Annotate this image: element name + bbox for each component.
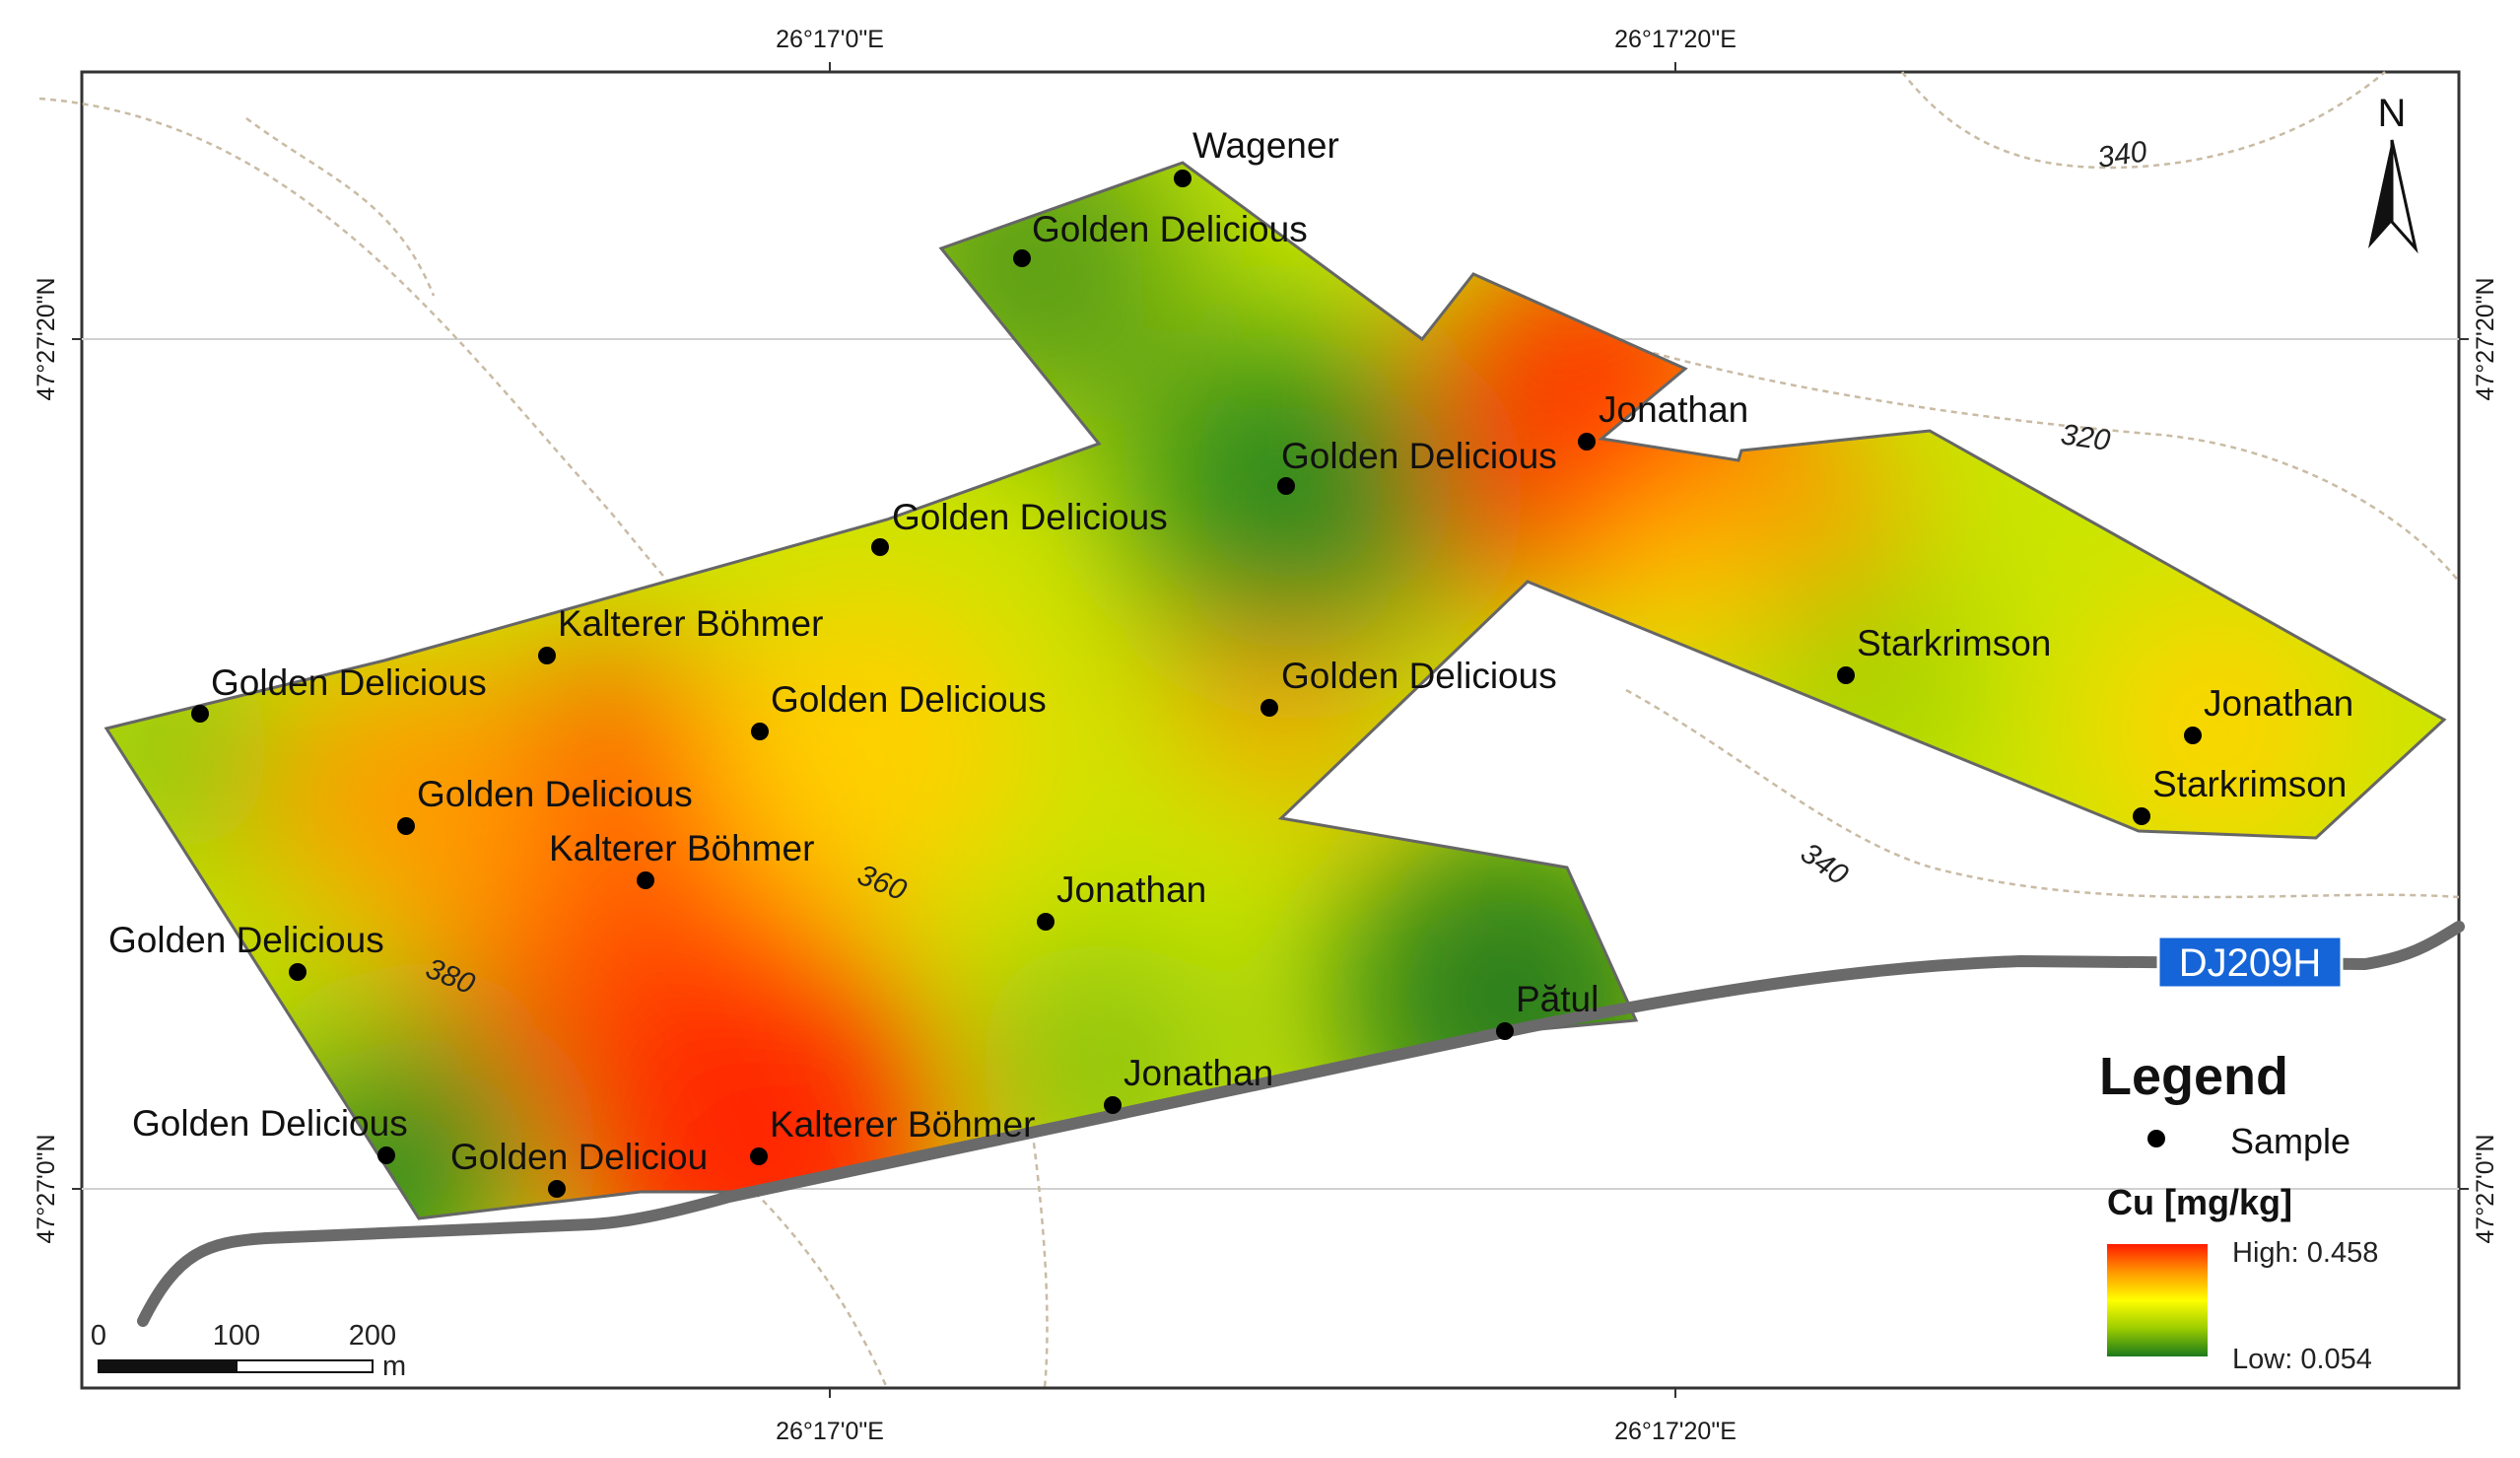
scale-bar: 0 100 200 m [91, 1320, 406, 1382]
sample-point[interactable]: Wagener [1174, 125, 1339, 187]
svg-text:Golden Deliciou: Golden Deliciou [450, 1137, 708, 1177]
svg-text:Pătul: Pătul [1516, 979, 1599, 1019]
svg-text:47°27'20"N: 47°27'20"N [33, 277, 60, 400]
sample-point[interactable]: Golden Delicious [751, 679, 1047, 740]
contour-label: 320 [2059, 418, 2112, 457]
sample-point[interactable]: Starkrimson [2133, 764, 2347, 825]
sample-point[interactable]: Golden Delicious [397, 774, 693, 835]
orchard-boundary [103, 161, 2447, 1220]
svg-text:Golden Delicious: Golden Delicious [892, 497, 1168, 537]
svg-text:Sample: Sample [2230, 1121, 2350, 1161]
sample-point[interactable]: Jonathan [1104, 1053, 1273, 1114]
sample-point[interactable]: Golden Delicious [108, 920, 384, 981]
svg-text:m: m [382, 1351, 406, 1382]
svg-text:Wagener: Wagener [1192, 125, 1339, 166]
svg-text:Kalterer Böhmer: Kalterer Böhmer [770, 1104, 1035, 1145]
sample-points: Wagener Golden Delicious Jonathan Golden… [108, 125, 2353, 1198]
sample-point[interactable]: Golden Delicious [1260, 656, 1557, 717]
svg-text:N: N [2378, 92, 2407, 135]
svg-text:Jonathan: Jonathan [2204, 683, 2353, 724]
sample-point[interactable]: Jonathan [1037, 869, 1206, 931]
north-arrow-icon: N [2368, 92, 2418, 254]
svg-text:26°17'0"E: 26°17'0"E [776, 26, 884, 53]
legend: Legend Sample Cu [mg/kg] High: 0.458 Low… [2099, 1047, 2378, 1375]
svg-text:Kalterer Böhmer: Kalterer Böhmer [549, 828, 814, 868]
svg-text:Golden Delicious: Golden Delicious [1281, 436, 1557, 476]
sample-point[interactable]: Jonathan [2184, 683, 2353, 744]
svg-text:Golden Delicious: Golden Delicious [1032, 209, 1308, 249]
road-dj209h [137, 921, 2465, 1327]
sample-point[interactable]: Starkrimson [1837, 623, 2051, 684]
sample-point[interactable]: Kalterer Böhmer [538, 603, 823, 664]
sample-point[interactable]: Golden Delicious [191, 662, 487, 723]
svg-text:26°17'20"E: 26°17'20"E [1614, 26, 1737, 53]
svg-text:47°27'0"N: 47°27'0"N [2472, 1134, 2499, 1243]
svg-text:Low: 0.054: Low: 0.054 [2232, 1344, 2372, 1375]
frame-ticks [72, 62, 2469, 1398]
svg-text:Jonathan: Jonathan [1124, 1053, 1273, 1093]
svg-text:Golden Delicious: Golden Delicious [211, 662, 487, 703]
svg-text:High: 0.458: High: 0.458 [2232, 1237, 2378, 1269]
svg-text:Kalterer Böhmer: Kalterer Böhmer [558, 603, 823, 644]
svg-text:Golden Delicious: Golden Delicious [771, 679, 1047, 720]
svg-text:Cu [mg/kg]: Cu [mg/kg] [2107, 1182, 2292, 1222]
svg-text:26°17'20"E: 26°17'20"E [1614, 1418, 1737, 1445]
svg-text:47°27'0"N: 47°27'0"N [33, 1134, 60, 1243]
svg-text:47°27'20"N: 47°27'20"N [2472, 277, 2499, 400]
sample-point[interactable]: Golden Delicious [1013, 209, 1308, 267]
svg-text:Golden Delicious: Golden Delicious [417, 774, 693, 814]
sample-point[interactable]: Golden Delicious [1277, 436, 1557, 495]
sample-point[interactable]: Pătul [1496, 979, 1599, 1040]
legend-color-ramp [2107, 1244, 2208, 1356]
svg-text:Starkrimson: Starkrimson [2152, 764, 2347, 804]
svg-text:Jonathan: Jonathan [1599, 389, 1748, 430]
road-badge: DJ209H [2156, 935, 2344, 990]
svg-text:Golden Delicious: Golden Delicious [108, 920, 384, 960]
sample-point[interactable]: Kalterer Böhmer [750, 1104, 1035, 1165]
svg-text:Golden Delicious: Golden Delicious [1281, 656, 1557, 696]
svg-text:DJ209H: DJ209H [2179, 941, 2322, 985]
svg-text:Starkrimson: Starkrimson [1857, 623, 2051, 663]
svg-text:100: 100 [213, 1320, 260, 1352]
svg-text:200: 200 [349, 1320, 396, 1352]
sample-point[interactable]: Golden Deliciou [450, 1137, 708, 1198]
svg-text:26°17'0"E: 26°17'0"E [776, 1418, 884, 1445]
svg-text:Jonathan: Jonathan [1056, 869, 1206, 910]
sample-point[interactable]: Jonathan [1578, 389, 1748, 451]
sample-point[interactable]: Golden Delicious [132, 1103, 408, 1164]
coordinate-labels: 26°17'0"E 26°17'20"E 26°17'0"E 26°17'20"… [33, 26, 2499, 1445]
contour-label: 340 [2095, 135, 2148, 174]
svg-text:Golden Delicious: Golden Delicious [132, 1103, 408, 1144]
svg-text:Legend: Legend [2099, 1047, 2288, 1106]
svg-text:0: 0 [91, 1320, 106, 1352]
sample-point[interactable]: Golden Delicious [871, 497, 1168, 556]
sample-point[interactable]: Kalterer Böhmer [549, 828, 814, 889]
